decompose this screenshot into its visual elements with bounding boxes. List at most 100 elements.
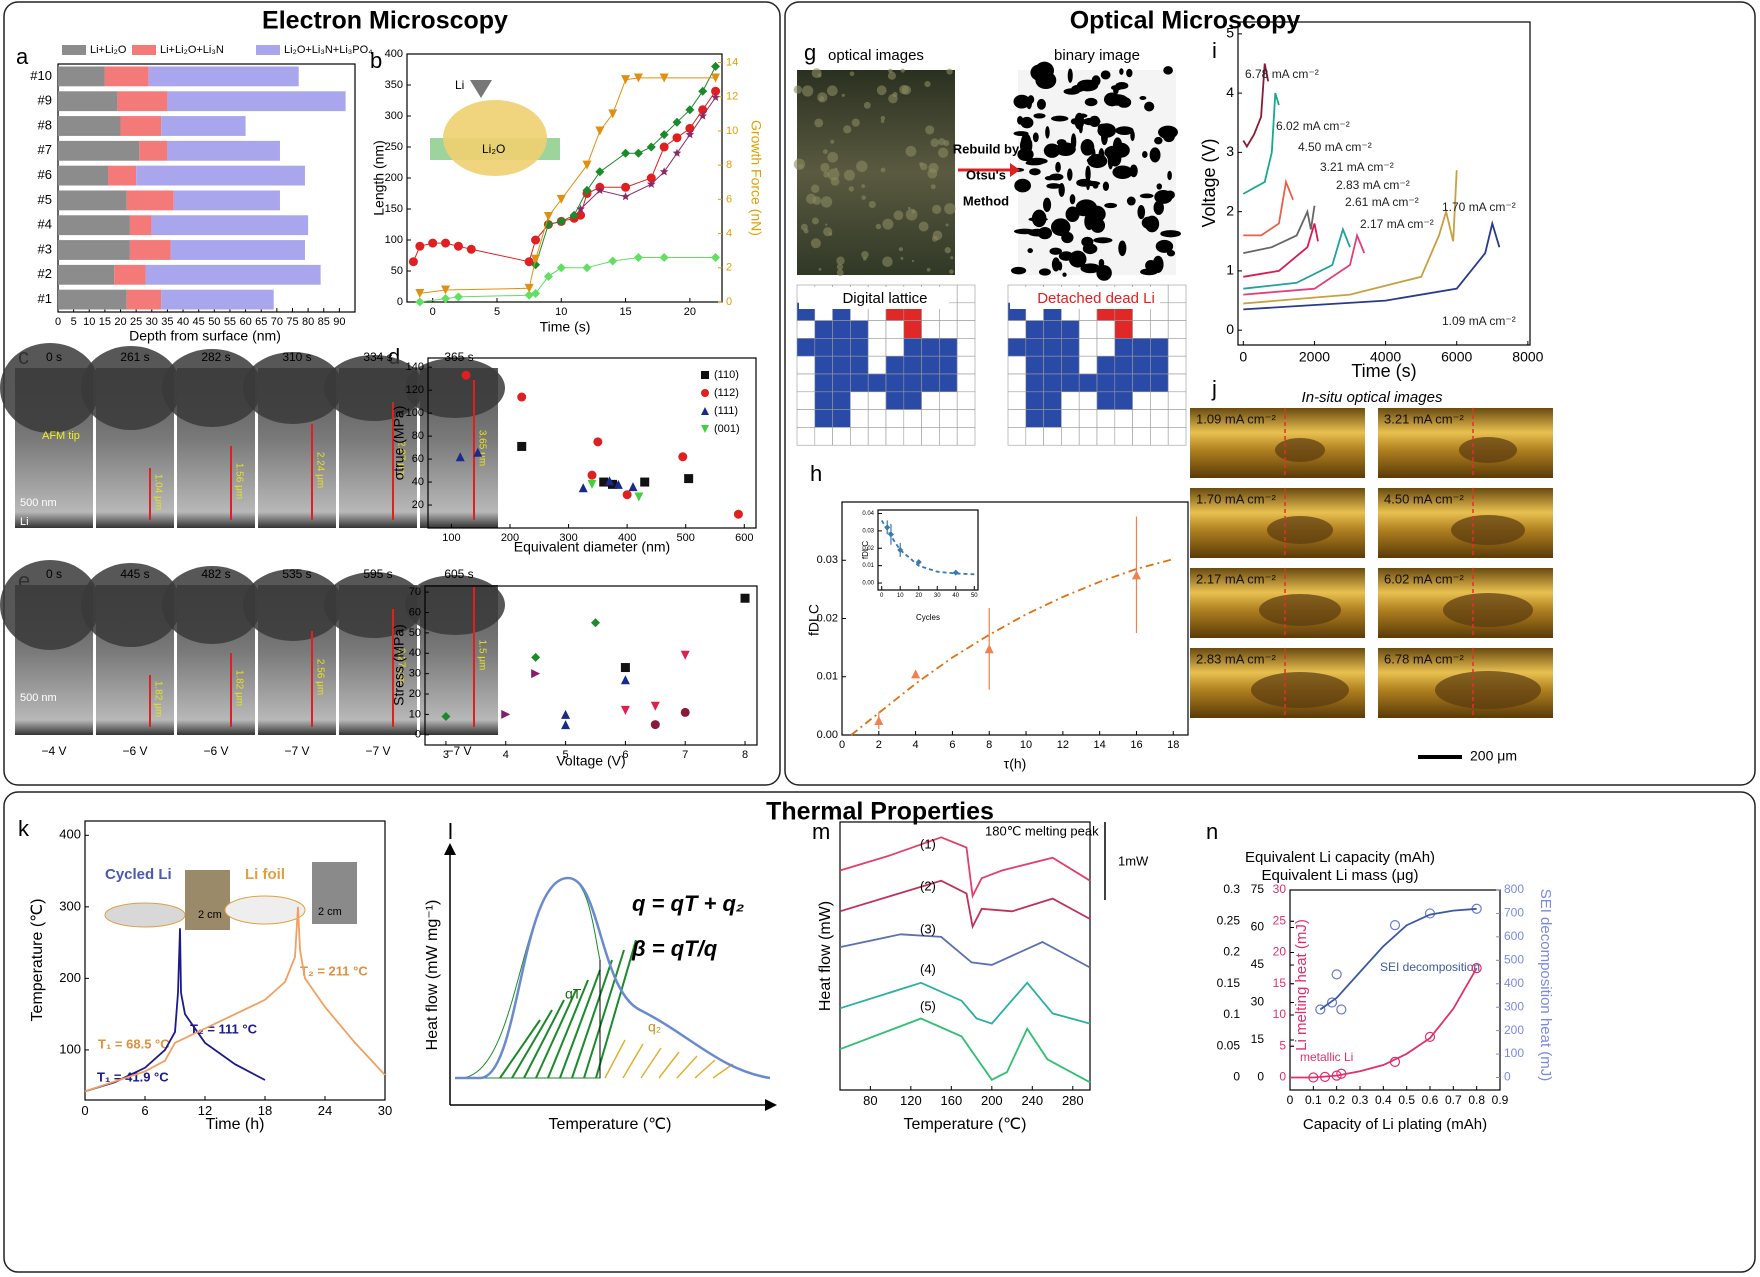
inset-photo: [185, 870, 230, 930]
label: 2: [1226, 202, 1234, 218]
label: (2): [920, 878, 936, 893]
label: 600: [735, 532, 753, 544]
optical-speck: [875, 223, 882, 230]
bar: [58, 264, 115, 285]
optical-speck: [945, 223, 949, 227]
binary-blob: [1166, 249, 1176, 257]
lattice-cell: [1132, 409, 1151, 428]
lattice-cell: [956, 355, 976, 375]
series-line: [839, 933, 1091, 969]
lattice-cell: [1043, 373, 1062, 393]
lattice-cell: [1096, 409, 1116, 428]
bar: [58, 190, 127, 211]
binary-blob: [1042, 197, 1052, 212]
lattice-cell: [1043, 391, 1062, 410]
series-line: [850, 558, 1174, 736]
label: 6000: [1441, 348, 1472, 364]
optical-speck: [800, 223, 808, 231]
label: 7: [682, 749, 688, 761]
label: 2.56 μm: [314, 659, 325, 695]
label: 150: [385, 203, 403, 215]
label: 65: [255, 316, 267, 328]
optical-speck: [802, 85, 814, 97]
label: 0: [415, 729, 421, 741]
marker: [582, 185, 592, 195]
lattice-cell: [1025, 409, 1044, 428]
marker: [650, 720, 660, 730]
optical-speck: [826, 85, 838, 97]
label: 200: [1504, 1023, 1524, 1037]
label: 400: [1504, 976, 1524, 990]
optical-speck: [944, 247, 951, 254]
label: 1.56 μm: [233, 463, 244, 499]
label: (111): [714, 405, 738, 417]
series-line: [1243, 205, 1316, 254]
optical-speck: [811, 217, 819, 225]
panel-label: a: [16, 44, 29, 69]
label: 5: [1279, 1038, 1286, 1052]
label: #9: [38, 93, 52, 108]
marker: [595, 126, 605, 136]
lattice-cell: [850, 355, 869, 375]
afm-tip: [243, 352, 343, 424]
panel-label: i: [1212, 38, 1217, 63]
label: 300: [559, 532, 577, 544]
label: 90: [333, 316, 345, 328]
label: Li melting heat (mJ): [1293, 919, 1310, 1051]
marker: [593, 437, 603, 447]
label: 14: [1094, 739, 1106, 751]
plot-frame: [1237, 21, 1531, 346]
label: 1.82 μm: [152, 681, 163, 717]
label: 80: [412, 430, 424, 442]
binary-blob: [1139, 96, 1147, 101]
lattice-cell: [903, 427, 922, 446]
marker: [672, 117, 682, 127]
marker: [952, 569, 959, 576]
panel-label: g: [804, 40, 816, 65]
lattice-cell: [814, 355, 833, 375]
lattice-cell: [1167, 373, 1187, 393]
label: Equivalent diameter (nm): [514, 539, 670, 555]
label: 3.21 mA cm⁻²: [1320, 160, 1394, 174]
label: 70: [409, 586, 421, 598]
label: 350: [385, 79, 403, 91]
lattice-cell: [1114, 391, 1133, 410]
label: 0.1: [1305, 1093, 1322, 1107]
label: −7 V: [446, 744, 471, 758]
optical-speck: [851, 118, 860, 127]
label: T₁ = 68.5 °C: [98, 1036, 170, 1051]
label: 5: [1226, 25, 1234, 41]
label: Equivalent Li capacity (mAh): [1245, 849, 1435, 866]
lattice-cell: [1025, 427, 1044, 446]
marker: [543, 211, 553, 221]
arrow-head: [444, 843, 456, 855]
lattice-cell: [921, 427, 940, 446]
label: 0: [1233, 1070, 1240, 1084]
series-line: [1243, 178, 1294, 237]
binary-blob: [1032, 132, 1039, 143]
label: (3): [920, 921, 936, 936]
lattice-cell: [956, 320, 976, 339]
lattice-cell: [956, 391, 976, 410]
label: 535 s: [282, 567, 311, 581]
label: 0 s: [46, 350, 62, 364]
marker: [622, 490, 632, 500]
marker: [415, 241, 425, 251]
label: 400: [618, 532, 636, 544]
label: 12: [726, 91, 738, 103]
label: #4: [38, 217, 52, 232]
marker: [621, 148, 631, 158]
lattice-cell: [956, 373, 976, 393]
optical-speck: [836, 256, 845, 265]
hatch: [523, 999, 565, 1079]
binary-blob: [1020, 133, 1032, 151]
label: 85: [318, 316, 330, 328]
label: 120: [406, 384, 424, 396]
marker: [1389, 920, 1401, 931]
label: 6: [726, 193, 732, 205]
lattice-cell: [814, 391, 833, 410]
binary-blob: [1112, 165, 1133, 180]
optical-speck: [843, 125, 852, 134]
bar: [148, 66, 299, 87]
marker: [685, 130, 695, 139]
